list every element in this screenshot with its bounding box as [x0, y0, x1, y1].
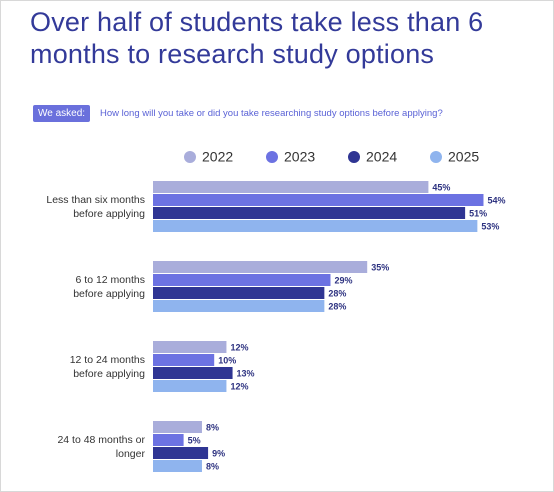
category-label: 24 to 48 months or longer — [57, 434, 145, 460]
bar — [153, 207, 466, 219]
bar — [153, 261, 368, 273]
category-label: 12 to 24 months before applying — [69, 354, 145, 380]
legend-swatch — [348, 151, 360, 163]
value-label: 45% — [432, 182, 450, 192]
legend-swatch — [430, 151, 442, 163]
value-label: 54% — [487, 195, 505, 205]
value-label: 35% — [371, 262, 389, 272]
bar — [153, 380, 227, 392]
legend-swatch — [266, 151, 278, 163]
bar — [153, 287, 325, 299]
bar — [153, 434, 184, 446]
bar — [153, 220, 478, 232]
category-label: Less than six months before applying — [46, 194, 145, 220]
value-label: 12% — [230, 342, 248, 352]
question: How long will you take or did you take r… — [100, 108, 443, 119]
bar — [153, 421, 202, 433]
legend-label: 2024 — [366, 149, 397, 165]
legend-label: 2025 — [448, 149, 479, 165]
value-label: 10% — [218, 355, 236, 365]
value-label: 51% — [469, 208, 487, 218]
badge: We asked: — [33, 105, 91, 122]
value-label: 12% — [230, 381, 248, 391]
bar — [153, 447, 209, 459]
legend-label: 2022 — [202, 149, 233, 165]
category-label: 6 to 12 months before applying — [73, 274, 145, 300]
value-label: 29% — [334, 275, 352, 285]
value-label: 8% — [206, 461, 219, 471]
bar — [153, 181, 429, 193]
bar — [153, 367, 233, 379]
chart-title: Over half of students take less than 6 m… — [30, 7, 484, 69]
bar — [153, 341, 227, 353]
legend-label: 2023 — [284, 149, 315, 165]
bar — [153, 460, 202, 472]
value-label: 9% — [212, 448, 225, 458]
value-label: 8% — [206, 422, 219, 432]
bar — [153, 300, 325, 312]
value-label: 28% — [328, 288, 346, 298]
bar — [153, 354, 215, 366]
value-label: 28% — [328, 301, 346, 311]
value-label: 53% — [481, 221, 499, 231]
value-label: 13% — [237, 368, 255, 378]
bar — [153, 194, 484, 206]
value-label: 5% — [188, 435, 201, 445]
legend-swatch — [184, 151, 196, 163]
bar — [153, 274, 331, 286]
